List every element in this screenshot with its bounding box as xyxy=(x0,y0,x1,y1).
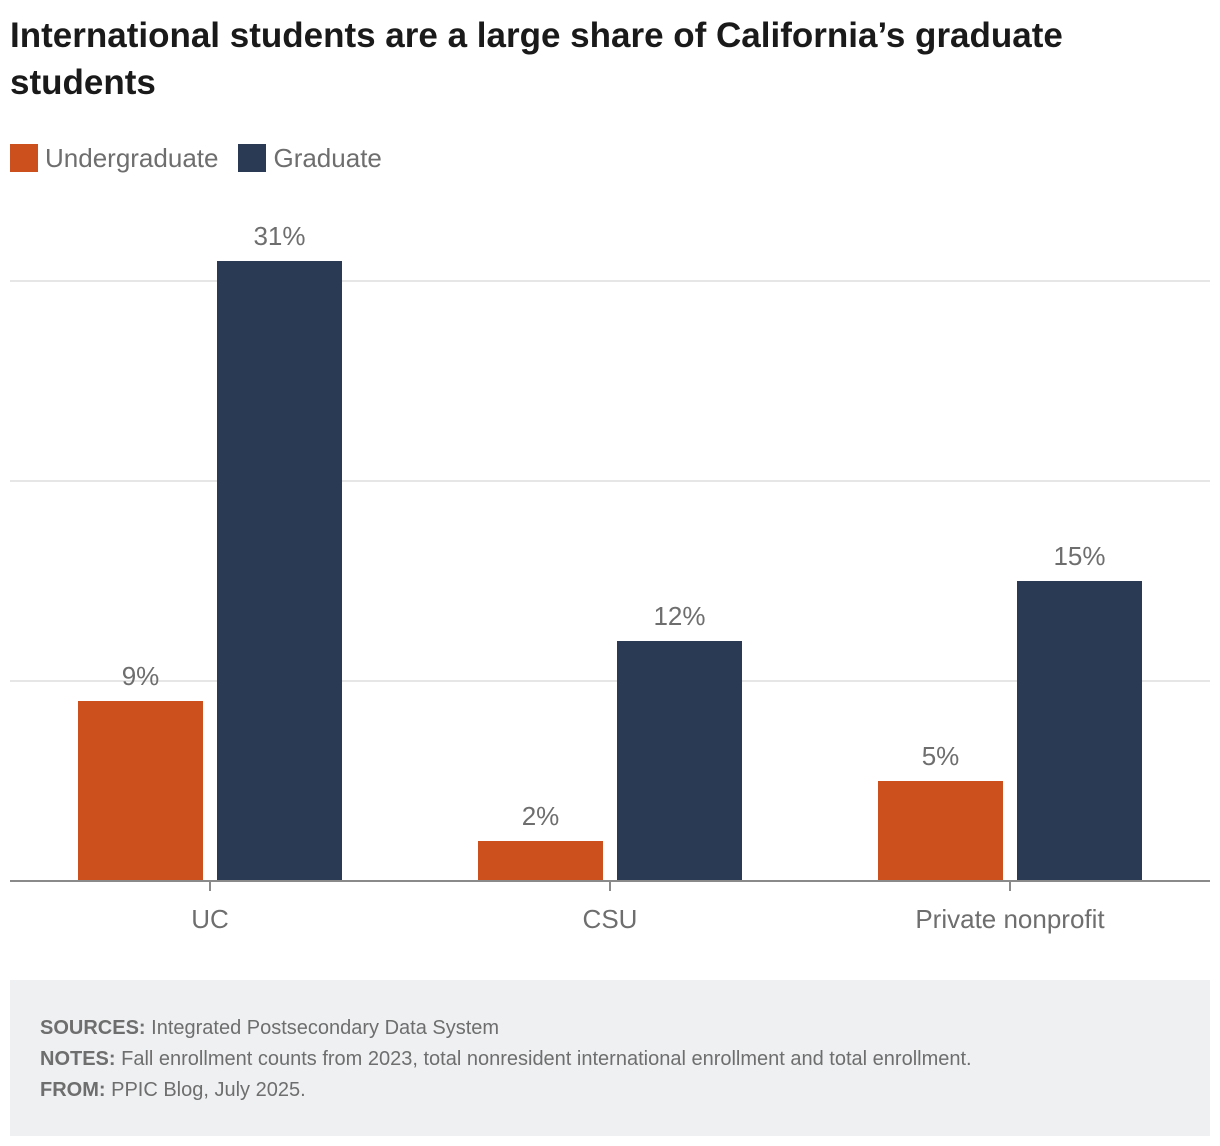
data-label-uc-undergraduate: 9% xyxy=(122,661,160,691)
legend-item-graduate[interactable]: Graduate xyxy=(238,142,382,174)
data-label-csu-graduate: 12% xyxy=(653,601,705,631)
legend-label-undergraduate: Undergraduate xyxy=(45,142,219,173)
legend-swatch-graduate xyxy=(238,144,267,172)
legend: Undergraduate Graduate xyxy=(10,142,402,174)
data-label-uc-graduate: 31% xyxy=(253,221,305,251)
x-tick-label-private-nonprofit: Private nonprofit xyxy=(915,904,1105,934)
bar-private-nonprofit-undergraduate xyxy=(878,781,1003,881)
notes-text: Fall enrollment counts from 2023, total … xyxy=(115,1048,972,1070)
bar-private-nonprofit-graduate xyxy=(1017,581,1142,881)
bar-uc-graduate xyxy=(217,261,342,881)
legend-swatch-undergraduate xyxy=(10,144,38,172)
from-label: FROM: xyxy=(40,1079,106,1101)
bar-uc-undergraduate xyxy=(78,701,203,881)
data-label-private-nonprofit-undergraduate: 5% xyxy=(922,741,960,771)
legend-label-graduate: Graduate xyxy=(273,142,382,173)
x-tick-label-csu: CSU xyxy=(583,904,638,934)
data-label-private-nonprofit-graduate: 15% xyxy=(1053,541,1105,571)
sources-line: SOURCES: Integrated Postsecondary Data S… xyxy=(40,1013,1180,1044)
bar-csu-undergraduate xyxy=(478,841,603,881)
chart-title: International students are a large share… xyxy=(10,16,1063,102)
bar-csu-graduate xyxy=(617,641,742,881)
notes-line: NOTES: Fall enrollment counts from 2023,… xyxy=(40,1044,1180,1075)
bar-chart: 9% 2% 5% 31% 12% 15% UC CSU Private nonprofit xyxy=(10,221,1210,934)
x-tick-label-uc: UC xyxy=(191,904,229,934)
from-line: FROM: PPIC Blog, July 2025. xyxy=(40,1075,1180,1106)
data-label-csu-undergraduate: 2% xyxy=(522,801,560,831)
sources-text: Integrated Postsecondary Data System xyxy=(145,1017,500,1039)
sources-label: SOURCES: xyxy=(40,1017,146,1039)
legend-item-undergraduate[interactable]: Undergraduate xyxy=(10,143,218,174)
notes-label: NOTES: xyxy=(40,1048,116,1070)
chart-footer: SOURCES: Integrated Postsecondary Data S… xyxy=(10,980,1210,1136)
from-text: PPIC Blog, July 2025. xyxy=(105,1079,306,1101)
